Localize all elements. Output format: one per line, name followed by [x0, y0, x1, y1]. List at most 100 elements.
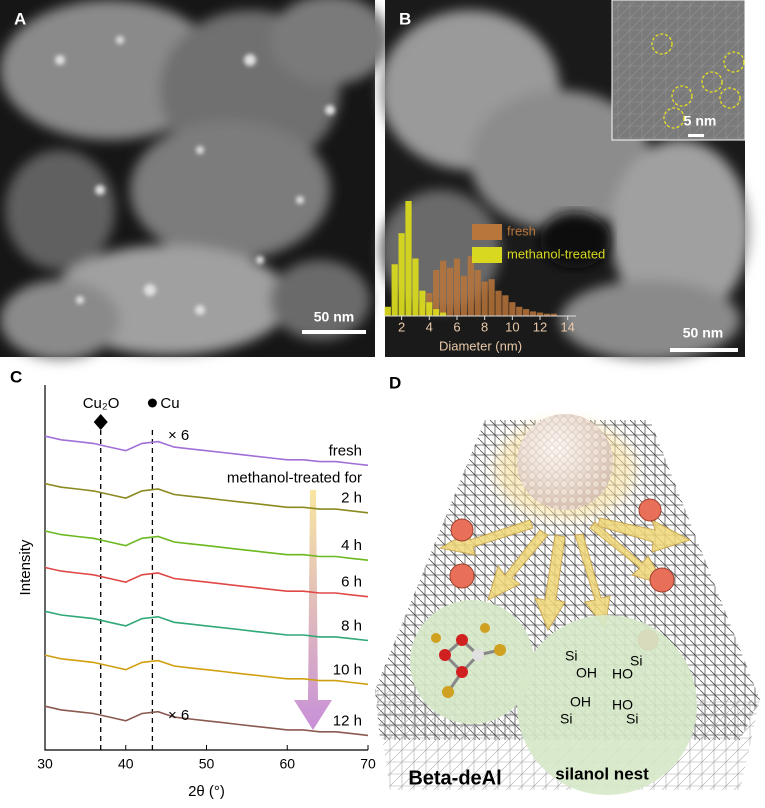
chem-label: Si — [560, 711, 572, 727]
annotation: × 6 — [168, 707, 189, 724]
panel-label: C — [10, 367, 22, 386]
bar — [384, 306, 391, 316]
series-label: 4 h — [341, 537, 362, 554]
bar — [529, 311, 537, 316]
bar — [440, 260, 447, 316]
bar — [502, 295, 509, 316]
series-label: 10 h — [333, 661, 362, 678]
bar — [543, 313, 551, 316]
histogram: fresh methanol-treated 2 4 6 8 10 12 14 Diameter … — [384, 201, 605, 353]
migration-arrows — [438, 517, 692, 632]
particles-a — [55, 36, 335, 315]
x-tick-label: 12 — [533, 319, 547, 334]
silanol-zoom — [517, 615, 697, 795]
pore — [540, 212, 610, 268]
bar — [398, 233, 405, 316]
chem-label: HO — [612, 697, 633, 713]
bar — [474, 270, 481, 316]
xrd-pattern — [44, 654, 369, 686]
series-label: 8 h — [341, 617, 362, 634]
y-axis-label: Intensity — [17, 539, 34, 595]
x-tick-label: 40 — [118, 756, 134, 772]
inset-scale-bar — [688, 134, 704, 137]
dot-marker — [147, 398, 157, 408]
x-tick-label: 2 — [398, 319, 405, 334]
chem-label: OH — [576, 665, 597, 681]
x-tick-label: 14 — [560, 319, 574, 334]
panel-d: D Si OH Si HO Si OH — [375, 373, 760, 795]
panel-label: D — [389, 373, 401, 392]
bar — [426, 302, 433, 316]
chem-label: OH — [570, 694, 591, 710]
bar — [446, 267, 454, 316]
legend-swatch — [472, 224, 502, 240]
bar — [509, 302, 516, 316]
x-tick-label: 30 — [37, 756, 53, 772]
legend-swatch — [472, 247, 502, 263]
xrd-pattern — [44, 705, 369, 737]
bar — [412, 258, 419, 316]
bar — [467, 256, 474, 316]
x-tick-label: 6 — [453, 319, 460, 334]
series-label: fresh — [329, 442, 362, 459]
reference-label: Cu — [160, 395, 179, 412]
panel-b: 5 nm B 50 nm fresh methanol-treated 2 4 6 8 10… — [380, 0, 750, 360]
bar — [391, 264, 398, 316]
x-tick-label: 8 — [481, 319, 488, 334]
bar — [460, 275, 468, 316]
series-label: 2 h — [341, 490, 362, 507]
bar — [433, 309, 440, 316]
annotation: × 6 — [168, 427, 189, 444]
xrd-pattern — [44, 435, 369, 467]
xrd-pattern — [44, 566, 369, 598]
x-tick-label: 4 — [426, 319, 433, 334]
texture-a — [0, 0, 390, 360]
x-tick-label: 60 — [279, 756, 295, 772]
nest-label: silanol nest — [555, 764, 649, 783]
bar — [440, 312, 447, 316]
x-tick-label: 50 — [199, 756, 215, 772]
scale-bar-label: 50 nm — [683, 325, 723, 341]
axes — [44, 385, 368, 751]
series-label: 12 h — [333, 712, 362, 729]
chem-label: Si — [565, 648, 577, 664]
x-tick-label: 10 — [505, 319, 519, 334]
bar — [481, 281, 488, 316]
inset-scale-label: 5 nm — [684, 113, 717, 129]
x-axis-label: 2θ (°) — [188, 783, 225, 800]
molecule — [431, 623, 506, 698]
legend-label: methanol-treated — [507, 246, 605, 261]
bar — [536, 312, 544, 316]
chem-label: HO — [612, 666, 633, 682]
bar — [550, 313, 557, 316]
chem-label: Si — [626, 711, 638, 727]
panel-c: C 30 40 50 60 70 2θ (°) Intensity Cu₂O Cu fresh 2 … — [10, 367, 376, 799]
bar — [453, 258, 461, 316]
chem-label: Si — [630, 653, 642, 669]
reference-label: Cu₂O — [83, 395, 120, 412]
inset-circles — [651, 33, 745, 129]
scale-bar — [302, 330, 366, 334]
scale-bar-label: 50 nm — [314, 309, 354, 325]
diamond-marker — [93, 414, 108, 430]
bar — [405, 201, 412, 316]
panel-label: A — [14, 9, 26, 28]
scale-bar — [670, 348, 738, 352]
bar — [523, 309, 530, 316]
series-header: methanol-treated for — [227, 470, 362, 487]
bar — [433, 270, 440, 316]
catalyst-label: Beta-deAl — [408, 767, 501, 789]
series-label: 6 h — [341, 574, 362, 591]
panel-label: B — [399, 9, 411, 28]
bar — [488, 279, 495, 316]
xrd-pattern — [44, 482, 369, 514]
inset-lattice — [612, 0, 745, 140]
xrd-pattern — [44, 610, 369, 642]
bar — [516, 306, 523, 316]
time-arrow — [294, 490, 332, 730]
x-tick-label: 70 — [360, 756, 376, 772]
bar — [419, 290, 426, 316]
panel-a: A 50 nm — [0, 0, 390, 360]
legend-label: fresh — [507, 223, 536, 238]
